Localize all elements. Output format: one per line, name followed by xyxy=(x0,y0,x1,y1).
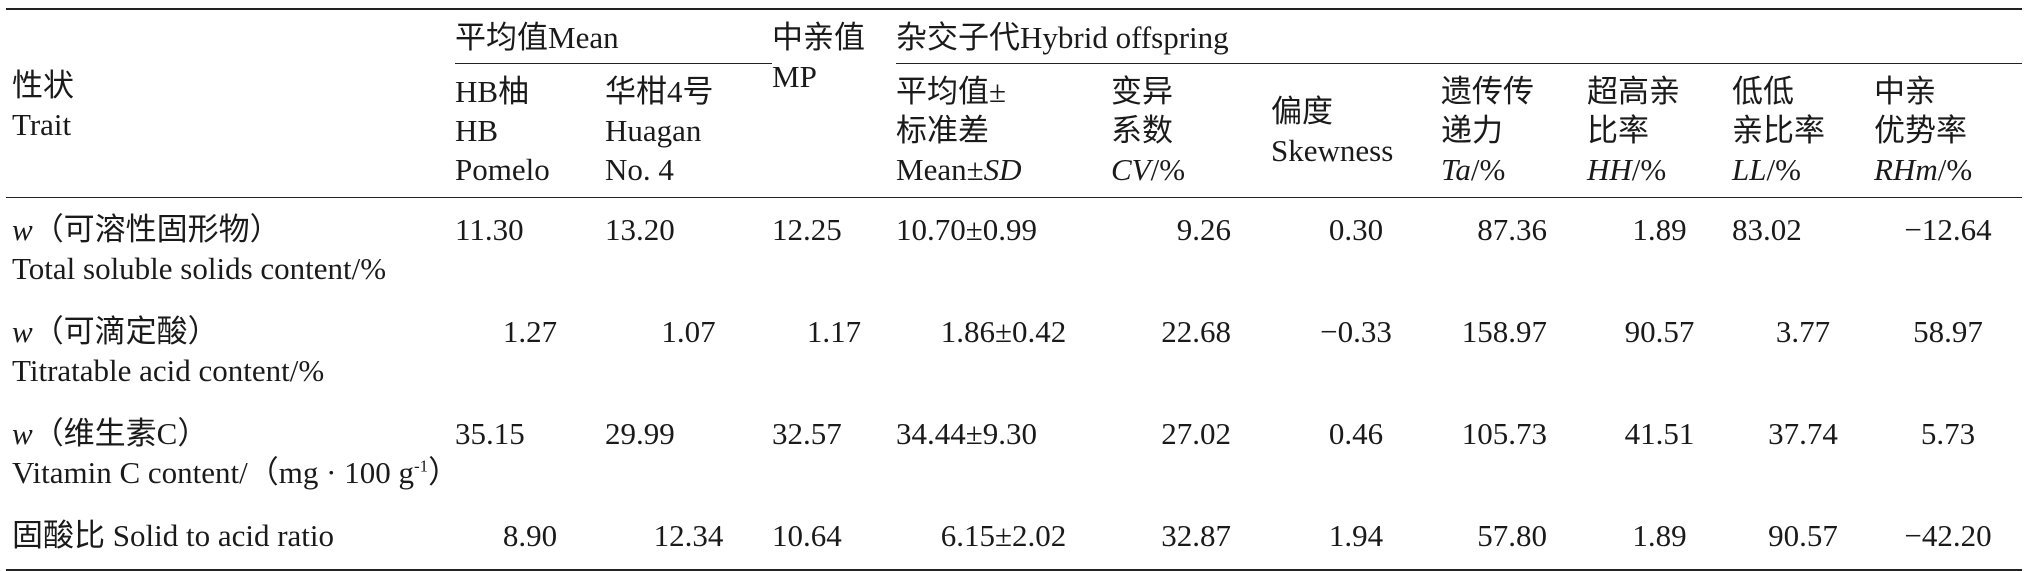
rhm-value: 58.97 xyxy=(1913,314,1983,349)
header-group-hybrid: 杂交子代Hybrid offspring xyxy=(896,9,2023,64)
trait-statistics-table: 性状 Trait 平均值Mean 中亲值 MP 杂交子代Hybrid offsp… xyxy=(6,8,2023,571)
trait-cell: w（可滴定酸） Titratable acid content/% xyxy=(12,314,325,388)
ta-value: 158.97 xyxy=(1461,314,1547,349)
header-hh: 超高亲 比率 HH/% xyxy=(1587,74,1680,187)
ta-value: 105.73 xyxy=(1461,416,1547,451)
header-ll: 低低 亲比率 LL/% xyxy=(1732,74,1825,187)
header-hb-pomelo: HB柚 HB Pomelo xyxy=(455,74,550,187)
trait-cell: 固酸比 Solid to acid ratio xyxy=(12,518,335,553)
ll-value: 37.74 xyxy=(1768,416,1838,451)
hg-value: 12.34 xyxy=(653,518,724,553)
header-group-mean: 平均值Mean xyxy=(455,9,772,64)
data-table-container: 性状 Trait 平均值Mean 中亲值 MP 杂交子代Hybrid offsp… xyxy=(6,9,2023,570)
mp-value: 1.17 xyxy=(806,314,862,349)
skew-value: 0.46 xyxy=(1328,416,1384,451)
rhm-value: 5.73 xyxy=(1920,416,1976,451)
hb-value: 8.90 xyxy=(502,518,558,553)
cv-value: 22.68 xyxy=(1161,314,1231,349)
mp-value: 12.25 xyxy=(772,212,842,247)
hg-value: 29.99 xyxy=(605,416,675,451)
header-mp: 中亲值 MP xyxy=(772,9,896,198)
ll-value: 90.57 xyxy=(1768,518,1838,553)
hb-value: 1.27 xyxy=(502,314,558,349)
hh-value: 90.57 xyxy=(1624,314,1695,349)
header-trait: 性状 Trait xyxy=(6,9,455,198)
header-skewness: 偏度 Skewness xyxy=(1271,93,1394,168)
cv-value: 27.02 xyxy=(1161,416,1231,451)
header-ta: 遗传传 递力 Ta/% xyxy=(1441,74,1534,187)
table-row: w（可滴定酸） Titratable acid content/% 1.27 1… xyxy=(6,300,2022,402)
rhm-value: −12.64 xyxy=(1904,212,1992,247)
skew-value: 0.30 xyxy=(1328,212,1384,247)
hh-value: 1.89 xyxy=(1632,518,1687,553)
header-rhm: 中亲 优势率 RHm/% xyxy=(1874,74,1973,187)
cv-value: 32.87 xyxy=(1161,518,1231,553)
trait-cell: w（维生素C） Vitamin C content/（mg · 100 g-1） xyxy=(12,416,460,490)
hh-value: 1.89 xyxy=(1632,212,1687,247)
cv-value: 9.26 xyxy=(1176,212,1231,247)
trait-cell: w（可溶性固形物） Total soluble solids content/% xyxy=(12,212,387,286)
hh-value: 41.51 xyxy=(1624,416,1695,451)
ll-value: 83.02 xyxy=(1732,212,1802,247)
mean-sd-value: 34.44±9.30 xyxy=(896,416,1038,451)
hb-value: 11.30 xyxy=(455,212,524,247)
hg-value: 1.07 xyxy=(661,314,716,349)
hb-value: 35.15 xyxy=(455,416,525,451)
mean-sd-value: 10.70±0.99 xyxy=(896,212,1038,247)
skew-value: −0.33 xyxy=(1320,314,1392,349)
header-mean-sd: 平均值± 标准差 Mean±SD xyxy=(896,74,1022,187)
header-column-row: HB柚 HB Pomelo 华柑4号 Huagan No. 4 平均值± 标准差… xyxy=(6,64,2023,198)
hg-value: 13.20 xyxy=(605,212,675,247)
rhm-value: −42.20 xyxy=(1904,518,1992,553)
header-cv: 变异 系数 CV/% xyxy=(1111,74,1186,187)
mp-value: 32.57 xyxy=(772,416,842,451)
ta-value: 57.80 xyxy=(1477,518,1547,553)
skew-value: 1.94 xyxy=(1328,518,1384,553)
ll-value: 3.77 xyxy=(1775,314,1831,349)
ta-value: 87.36 xyxy=(1477,212,1547,247)
table-row: w（可溶性固形物） Total soluble solids content/%… xyxy=(6,198,2022,301)
table-row: w（维生素C） Vitamin C content/（mg · 100 g-1）… xyxy=(6,402,2022,504)
header-group-row: 性状 Trait 平均值Mean 中亲值 MP 杂交子代Hybrid offsp… xyxy=(6,9,2023,198)
mean-sd-value: 6.15±2.02 xyxy=(940,518,1067,553)
mp-value: 10.64 xyxy=(772,518,842,553)
mean-sd-value: 1.86±0.42 xyxy=(940,314,1067,349)
table-row: 固酸比 Solid to acid ratio 8.90 12.34 10.64… xyxy=(6,504,2023,570)
header-huagan: 华柑4号 Huagan No. 4 xyxy=(605,74,714,187)
